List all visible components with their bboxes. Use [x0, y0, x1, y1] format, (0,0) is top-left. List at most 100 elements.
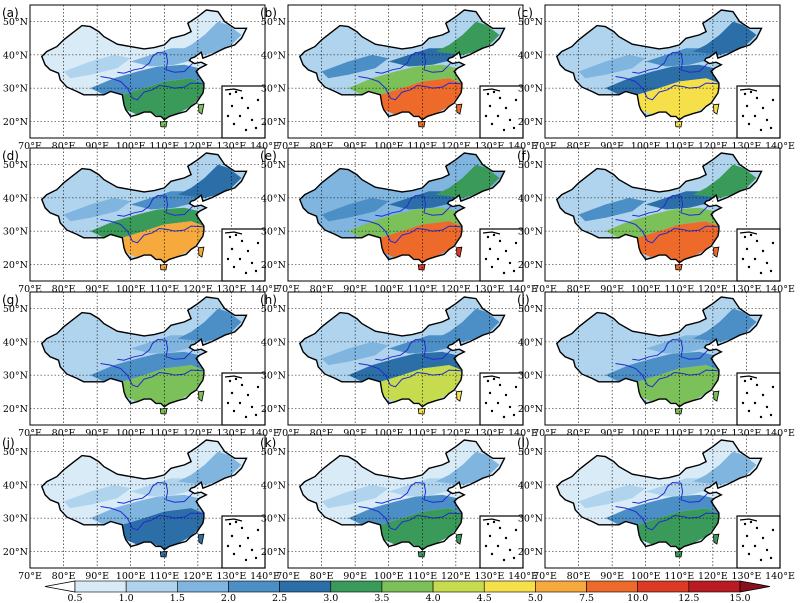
inset-island: [504, 536, 508, 540]
longitude-tick-label: 100°E: [631, 141, 661, 152]
yangtze-river: [615, 363, 718, 388]
longitude-tick-label: 90°E: [600, 284, 624, 295]
inset-island: [488, 391, 492, 395]
hainan-island: [417, 263, 426, 271]
inset-island: [514, 528, 518, 532]
inset-island: [226, 544, 230, 548]
latitude-tick-label: 40°N: [261, 480, 286, 491]
longitude-tick-label: 100°E: [631, 428, 661, 439]
yangtze-river: [358, 76, 461, 101]
colorbar-tick-label: 3.5: [374, 593, 389, 603]
south-china-sea-inset: [479, 515, 524, 569]
latitude-tick-label: 50°N: [518, 447, 543, 458]
taiwan-island: [713, 390, 720, 402]
latitude-tick-label: 30°N: [518, 84, 543, 95]
inset-island: [498, 96, 502, 100]
latitude-tick-label: 40°N: [518, 193, 543, 204]
inset-island: [256, 98, 260, 102]
inset-island: [759, 415, 763, 419]
south-china-sea-inset: [221, 372, 266, 426]
longitude-tick-label: 120°E: [698, 571, 728, 582]
longitude-tick-label: 70°E: [533, 141, 557, 152]
south-china-sea-inset: [736, 515, 781, 569]
taiwan-island: [198, 103, 205, 115]
panel-label: (c): [517, 6, 533, 20]
longitude-tick-label: 70°E: [18, 141, 42, 152]
inset-island: [238, 257, 242, 261]
taiwan-island: [713, 103, 720, 115]
latitude-tick-label: 50°N: [261, 160, 286, 171]
longitude-tick-label: 70°E: [276, 284, 300, 295]
inset-island: [492, 520, 496, 524]
colorbar-segment: [637, 580, 690, 593]
inset-island: [230, 391, 234, 395]
longitude-tick-label: 70°E: [533, 284, 557, 295]
shaded-field: [41, 297, 247, 407]
inset-island: [741, 401, 745, 405]
yangtze-river: [615, 76, 718, 101]
panel-frame: [544, 291, 781, 426]
inset-island: [753, 114, 757, 118]
inset-island: [498, 383, 502, 387]
inset-island: [771, 528, 775, 532]
panel-label: (d): [2, 149, 19, 163]
latitude-tick-label: 40°N: [3, 480, 28, 491]
longitude-tick-label: 120°E: [698, 428, 728, 439]
taiwan-island: [198, 390, 205, 402]
latitude-tick-label: 20°N: [3, 404, 28, 415]
inset-island: [484, 401, 488, 405]
shaded-field: [41, 10, 247, 120]
longitude-tick-label: 80°E: [567, 571, 591, 582]
longitude-tick-label: 110°E: [407, 428, 437, 439]
taiwan-island: [456, 103, 463, 115]
latitude-tick-label: 30°N: [261, 514, 286, 525]
inset-island: [244, 128, 248, 132]
panel-label: (l): [517, 436, 530, 450]
inset-island: [514, 385, 518, 389]
inset-island: [755, 526, 759, 530]
inset-island: [765, 405, 769, 409]
longitude-tick-label: 80°E: [52, 141, 76, 152]
taiwan-island: [713, 533, 720, 545]
inset-coastline: [482, 375, 501, 379]
inset-island: [238, 114, 242, 118]
longitude-tick-label: 130°E: [217, 284, 247, 295]
colorbar-segment: [74, 580, 127, 593]
colorbar-tick-label: 0.5: [67, 593, 82, 603]
colorbar-segment: [432, 580, 485, 593]
yellow-river: [375, 51, 452, 74]
south-china-sea-inset: [736, 85, 781, 139]
latitude-tick-label: 30°N: [3, 371, 28, 382]
longitude-tick-label: 100°E: [631, 284, 661, 295]
longitude-tick-label: 70°E: [533, 571, 557, 582]
inset-island: [254, 126, 258, 130]
shaded-field: [299, 10, 505, 120]
longitude-tick-label: 80°E: [52, 284, 76, 295]
yangtze-river: [358, 219, 461, 244]
yellow-river: [117, 51, 194, 74]
inset-island: [496, 114, 500, 118]
longitude-tick-label: 130°E: [732, 571, 762, 582]
inset-island: [749, 520, 753, 524]
inset-island: [498, 239, 502, 243]
longitude-tick-label: 110°E: [149, 284, 179, 295]
taiwan-island: [456, 390, 463, 402]
inset-island: [514, 98, 518, 102]
map-panel: (c) 20°N 30°N 40°N 50°N 70°E 80°E 90°E 100°E 110°…: [517, 4, 795, 152]
hainan-island: [674, 550, 683, 558]
inset-island: [244, 415, 248, 419]
country-border: [40, 296, 248, 408]
inset-island: [230, 104, 234, 108]
latitude-tick-label: 50°N: [261, 304, 286, 315]
latitude-tick-label: 20°N: [518, 547, 543, 558]
inset-island: [226, 114, 230, 118]
inset-island: [761, 393, 765, 397]
colorbar: 0.5 1.0 1.5 2.0 2.5 3.0 3.5 4.0 4.5 5.0 7.5 10.0 12.…: [44, 580, 771, 603]
longitude-tick-label: 80°E: [310, 284, 334, 295]
colorbar-segment: [330, 580, 383, 593]
longitude-tick-label: 140°E: [250, 571, 280, 582]
inset-island: [765, 118, 769, 122]
inset-island: [228, 522, 232, 526]
shaded-field: [299, 153, 505, 263]
inset-island: [250, 118, 254, 122]
